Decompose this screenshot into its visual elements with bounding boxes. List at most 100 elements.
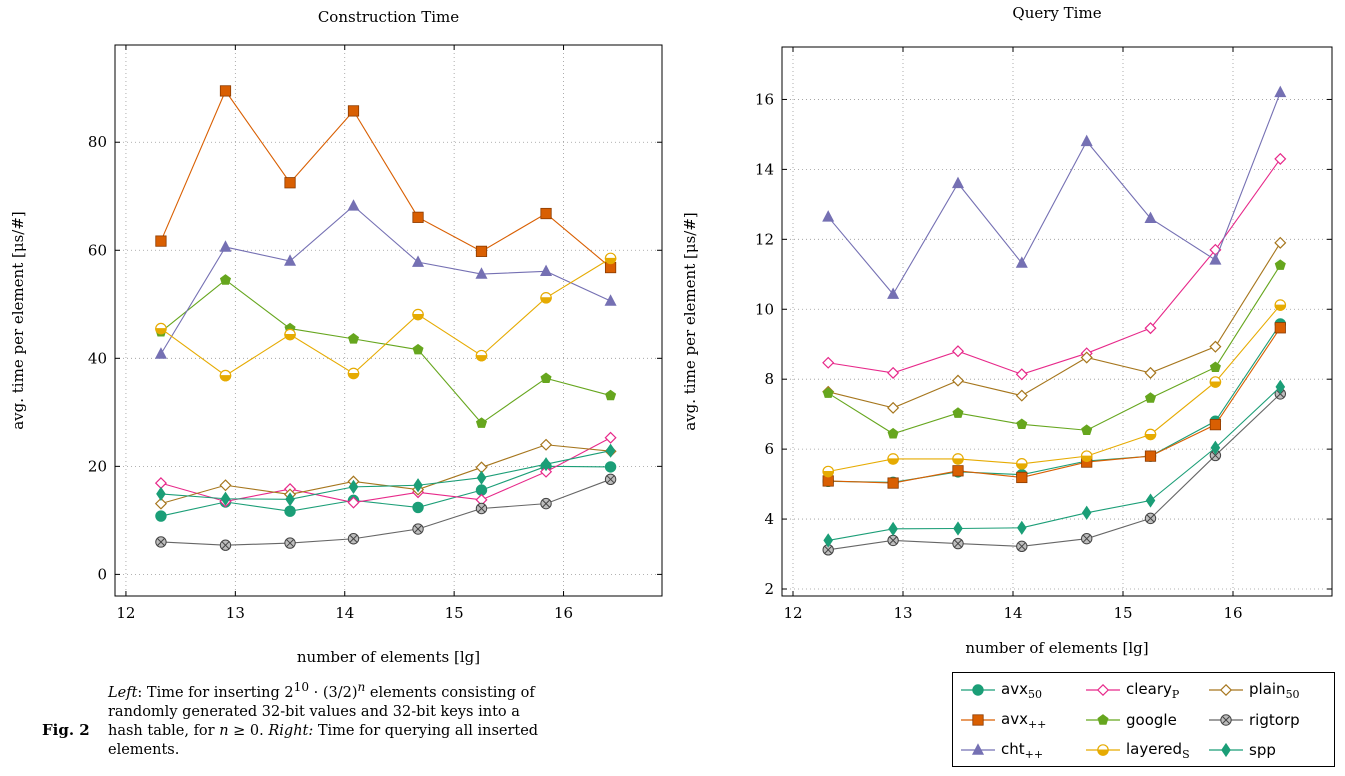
data-point-rigtorp	[540, 497, 552, 510]
data-point-layeredS	[412, 308, 424, 321]
data-point-layeredS	[1015, 458, 1028, 470]
data-point-layeredS	[822, 465, 834, 478]
data-point-google	[412, 343, 424, 355]
series-line-chtpp	[160, 205, 611, 355]
legend-label-sub: 50	[1027, 687, 1042, 701]
data-point-clearyP	[604, 431, 617, 444]
data-point-chtpp	[951, 176, 965, 189]
series-line-avxpp	[828, 327, 1281, 484]
grid	[115, 45, 662, 596]
data-point-plain50	[1080, 351, 1093, 364]
data-point-avxpp	[284, 177, 296, 189]
data-point-layeredS	[219, 369, 232, 382]
data-point-rigtorp	[887, 534, 899, 547]
data-point-plain50	[1015, 389, 1028, 402]
series-spp	[156, 443, 616, 507]
series-line-avx50	[160, 465, 611, 517]
legend-label-base: avx	[1001, 679, 1028, 698]
data-point-clearyP	[1015, 368, 1028, 381]
data-point-chtpp	[412, 255, 425, 267]
legend-swatch-rigtorp	[1209, 714, 1243, 726]
legend-item-google: google	[1086, 706, 1177, 734]
legend-swatch-clearyP	[1086, 683, 1120, 697]
data-point-clearyP	[887, 366, 900, 379]
data-point-layeredS	[347, 367, 360, 380]
caption-left-word: Left	[108, 684, 138, 701]
data-point-google	[1081, 424, 1093, 435]
x-tick-label: 15	[445, 604, 464, 622]
data-point-avxpp	[1016, 471, 1028, 484]
data-point-rigtorp	[284, 537, 296, 549]
grid	[782, 47, 1332, 596]
series-line-layeredS	[828, 304, 1281, 473]
series-line-rigtorp	[160, 478, 611, 546]
legend-marker-clearyP	[1096, 683, 1110, 697]
y-tick-label: 60	[88, 241, 107, 259]
legend-label: avx++	[1001, 710, 1046, 731]
data-point-layeredS	[1274, 299, 1287, 311]
legend-label-base: spp	[1249, 741, 1276, 759]
legend-item-avxpp: avx++	[961, 706, 1046, 734]
data-point-rigtorp	[1016, 540, 1028, 553]
data-point-spp	[823, 533, 834, 548]
data-point-rigtorp	[475, 502, 488, 515]
series-line-layeredS	[160, 257, 611, 377]
y-tick-label: 6	[764, 440, 774, 458]
caption-part4: ≥ 0.	[228, 722, 269, 739]
data-point-spp	[156, 486, 166, 501]
data-point-spp	[1275, 379, 1286, 394]
x-tick-label: 14	[1003, 604, 1022, 622]
data-point-clearyP	[1144, 322, 1157, 335]
data-point-layeredS	[284, 328, 296, 341]
data-point-plain50	[1274, 236, 1287, 249]
data-point-layeredS	[887, 453, 899, 465]
y-tick-label: 8	[764, 370, 774, 388]
data-point-spp	[1145, 493, 1156, 508]
data-point-rigtorp	[412, 523, 424, 535]
data-point-avx50	[284, 505, 296, 517]
data-point-chtpp	[887, 287, 900, 299]
data-point-avxpp	[475, 245, 488, 257]
legend-label: rigtorp	[1249, 711, 1300, 729]
figure-caption: Left: Time for inserting 210 · (3/2)n el…	[108, 678, 548, 760]
legend-label: google	[1126, 711, 1177, 729]
chart-legend: avx50 clearyP plain50 avx++ google rigtorp cht…	[952, 672, 1335, 767]
legend-item-chtpp: cht++	[961, 736, 1043, 764]
series-line-spp	[160, 450, 611, 500]
data-point-plain50	[539, 438, 553, 451]
data-point-plain50	[951, 374, 965, 387]
data-point-rigtorp	[1081, 532, 1093, 545]
data-point-chtpp	[475, 267, 488, 279]
data-point-chtpp	[1144, 211, 1157, 224]
legend-label-base: cht	[1001, 739, 1025, 758]
legend-swatch-avxpp	[961, 714, 995, 726]
x-tick-label: 16	[1223, 604, 1242, 622]
plot-frame	[781, 46, 1333, 597]
legend-item-layeredS: layeredS	[1086, 736, 1190, 764]
legend-label: avx50	[1001, 680, 1042, 701]
data-point-layeredS	[1209, 376, 1222, 388]
data-point-avx50	[604, 461, 617, 473]
data-point-rigtorp	[219, 539, 232, 551]
legend-item-clearyP: clearyP	[1086, 676, 1179, 704]
legend-marker-chtpp	[971, 743, 985, 755]
data-point-layeredS	[1080, 450, 1093, 462]
chart-title: Query Time	[1012, 4, 1101, 22]
caption-part1: : Time for inserting 2	[137, 684, 294, 701]
figure-label: Fig. 2	[42, 721, 90, 739]
legend-swatch-chtpp	[961, 743, 995, 755]
data-point-spp	[541, 457, 551, 472]
y-axis-label: avg. time per element [μs/#]	[9, 211, 27, 430]
caption-part5: Time for querying all inserted elements.	[108, 722, 539, 758]
data-point-chtpp	[1209, 253, 1222, 265]
legend-label-base: layered	[1126, 739, 1183, 758]
data-point-avxpp	[540, 207, 552, 220]
data-point-google	[1209, 361, 1221, 373]
series-line-spp	[828, 386, 1281, 541]
legend-marker-avxpp	[972, 714, 984, 726]
legend-item-rigtorp: rigtorp	[1209, 706, 1300, 734]
data-point-google	[219, 274, 232, 285]
series-layeredS	[155, 252, 617, 382]
data-point-spp	[1210, 440, 1221, 455]
